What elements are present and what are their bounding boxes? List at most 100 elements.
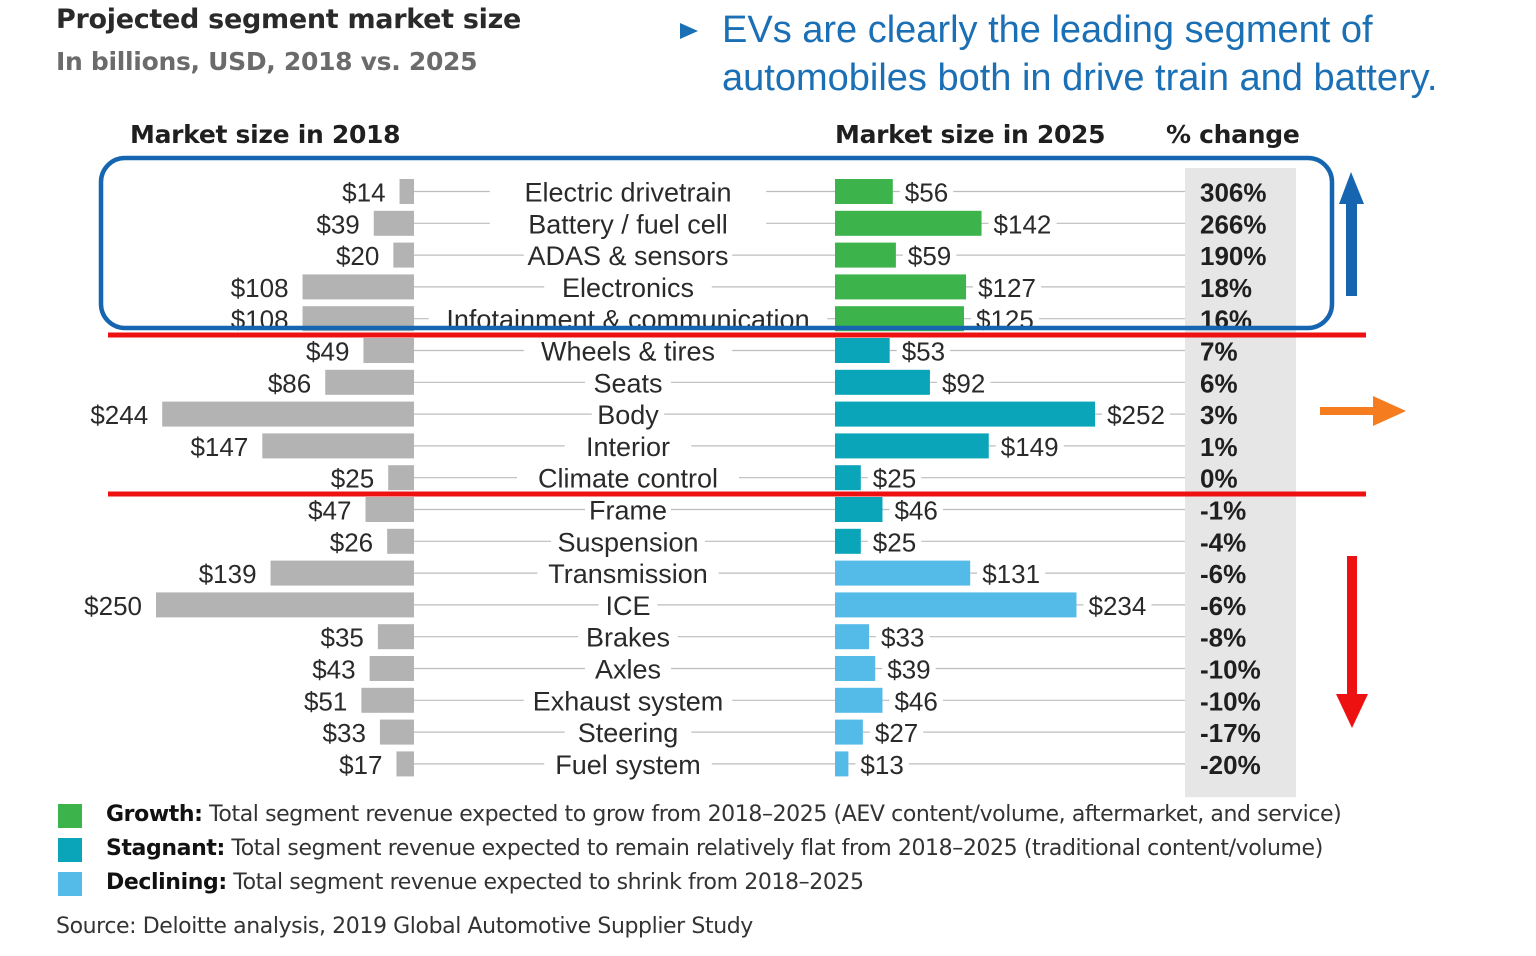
value-label-2025: $234 <box>1088 591 1146 621</box>
value-label-bg <box>1083 591 1152 618</box>
category-label-bg <box>585 495 671 524</box>
bar-2025 <box>835 242 896 268</box>
bar-2018 <box>361 687 414 713</box>
bar-2018 <box>363 338 414 363</box>
callout-bullet-icon <box>680 23 698 39</box>
value-label-bg <box>889 496 943 523</box>
value-label-bg <box>936 369 991 396</box>
value-label-2025: $25 <box>873 527 916 557</box>
value-label-2018: $244 <box>90 400 148 430</box>
pct-change-label: 266% <box>1200 209 1267 239</box>
legend-item-growth: Growth: Total segment revenue expected t… <box>106 802 1342 827</box>
pct-change-label: 3% <box>1200 400 1238 430</box>
value-label-2025: $127 <box>978 273 1036 303</box>
pct-change-label: -10% <box>1200 686 1261 716</box>
value-label-2018: $47 <box>308 496 351 526</box>
category-label: Electronics <box>562 273 694 303</box>
value-label-2025: $149 <box>1001 432 1059 462</box>
bar-2025 <box>835 592 1077 618</box>
bar-2025 <box>835 369 930 395</box>
value-label-bg <box>995 432 1064 459</box>
pct-change-label: 7% <box>1200 337 1238 367</box>
category-label: Brakes <box>586 623 670 653</box>
arrow-down-icon-head <box>1336 694 1368 728</box>
pct-change-label: 0% <box>1200 464 1238 494</box>
bar-2018 <box>156 592 414 618</box>
category-label: Wheels & tires <box>541 337 715 367</box>
value-label-2025: $53 <box>902 337 945 367</box>
pct-change-label: 1% <box>1200 432 1238 462</box>
bar-2018 <box>387 528 414 554</box>
value-label-2018: $35 <box>320 623 363 653</box>
bar-2025 <box>835 465 861 491</box>
arrow-up-icon <box>1346 200 1357 296</box>
bar-2018 <box>399 179 414 204</box>
legend-item-declining: Declining: Total segment revenue expecte… <box>106 870 864 895</box>
value-label-bg <box>855 750 909 777</box>
value-label-2025: $25 <box>873 464 916 494</box>
legend-swatch-stagnant <box>58 838 82 862</box>
category-label: ICE <box>605 591 650 621</box>
category-label: Interior <box>586 432 670 462</box>
bar-2018 <box>365 497 414 522</box>
value-label-2018: $43 <box>312 655 355 685</box>
category-label: Steering <box>578 718 679 748</box>
category-label-bg <box>517 463 739 492</box>
value-label-bg <box>1102 401 1171 428</box>
bar-2018 <box>270 560 414 586</box>
growth-highlight-box <box>98 155 1335 331</box>
header-change: % change <box>1166 120 1300 149</box>
category-label: Exhaust system <box>533 686 724 716</box>
pct-change-label: -6% <box>1200 559 1246 589</box>
pct-change-label: -8% <box>1200 623 1246 653</box>
bar-2025 <box>835 624 870 650</box>
category-label: Body <box>597 400 659 430</box>
category-label-bg <box>537 559 719 588</box>
bar-2025 <box>835 687 883 713</box>
legend-swatch-declining <box>58 872 82 896</box>
callout-line-2: automobiles both in drive train and batt… <box>722 57 1438 99</box>
bar-2025 <box>835 274 967 300</box>
legend-item-stagnant: Stagnant: Total segment revenue expected… <box>106 836 1323 861</box>
category-label-bg <box>598 590 658 619</box>
bar-2025 <box>835 497 883 522</box>
value-label-2018: $17 <box>339 750 382 780</box>
value-label-bg <box>869 719 924 746</box>
category-label-bg <box>523 241 733 270</box>
bar-2018 <box>302 274 414 300</box>
bar-2018 <box>369 656 414 681</box>
pct-change-label: -1% <box>1200 496 1246 526</box>
value-label-2018: $49 <box>306 337 349 367</box>
category-label-bg <box>489 177 767 206</box>
pct-change-label: -6% <box>1200 591 1246 621</box>
value-label-bg <box>977 560 1046 587</box>
bar-2025 <box>835 560 971 586</box>
bar-2025 <box>835 719 863 745</box>
value-label-bg <box>889 687 943 714</box>
bar-2018 <box>377 624 414 650</box>
pct-change-label: 6% <box>1200 368 1238 398</box>
bar-2018 <box>393 242 414 268</box>
value-label-2018: $26 <box>330 527 373 557</box>
category-label-bg <box>551 527 705 556</box>
bar-2025 <box>835 401 1096 427</box>
value-label-bg <box>867 464 922 491</box>
bar-2018 <box>379 719 414 745</box>
pct-change-label: 306% <box>1200 178 1267 208</box>
value-label-2025: $39 <box>887 655 930 685</box>
value-label-bg <box>899 178 954 205</box>
chart-title: Projected segment market size <box>56 4 522 35</box>
value-label-2018: $108 <box>231 273 289 303</box>
legend-swatch-growth <box>58 804 82 828</box>
bar-2025 <box>835 751 849 777</box>
category-label: Seats <box>593 368 662 398</box>
value-label-2025: $142 <box>994 209 1052 239</box>
category-label: Electric drivetrain <box>524 178 731 208</box>
pct-change-label: 18% <box>1200 273 1252 303</box>
category-label-bg <box>578 622 678 651</box>
value-label-bg <box>882 655 936 682</box>
value-label-2025: $46 <box>894 686 937 716</box>
category-label-bg <box>591 400 665 429</box>
value-label-2025: $92 <box>942 368 985 398</box>
value-label-2018: $14 <box>342 178 385 208</box>
